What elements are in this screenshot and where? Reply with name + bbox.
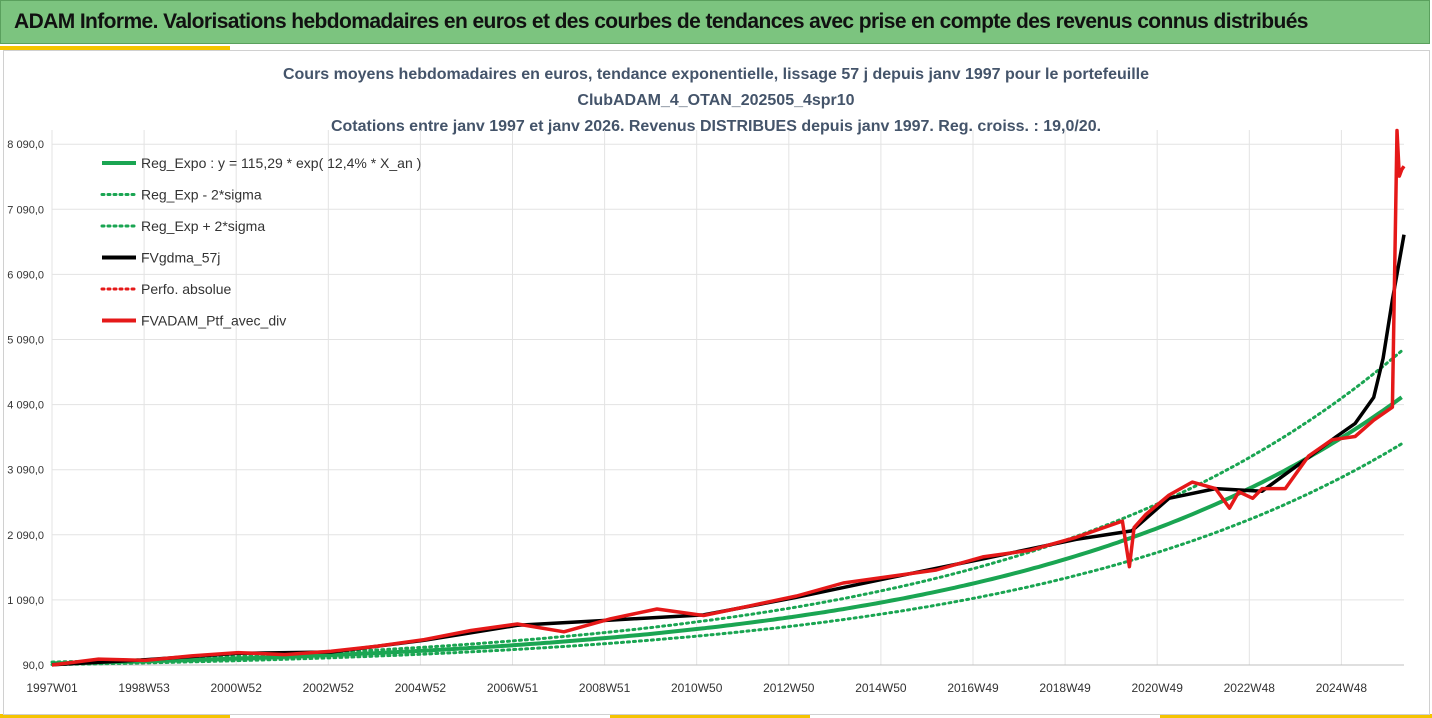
- y-tick-label: 1 090,0: [7, 595, 44, 607]
- x-tick-label: 2024W48: [1316, 681, 1368, 695]
- accent-bar-bottom-right: [1160, 714, 1432, 718]
- legend-label: FVADAM_Ptf_avec_div: [141, 313, 286, 329]
- legend-label: FVgdma_57j: [141, 250, 220, 266]
- x-tick-label: 2018W49: [1039, 681, 1091, 695]
- legend-label: Perfo. absolue: [141, 281, 231, 297]
- legend-label: Reg_Exp + 2*sigma: [141, 218, 265, 234]
- chart-title: Cours moyens hebdomadaires en euros, ten…: [0, 62, 1432, 140]
- x-tick-label: 2012W50: [763, 681, 815, 695]
- x-tick-label: 2020W49: [1132, 681, 1184, 695]
- y-tick-label: 5 090,0: [7, 335, 44, 347]
- x-tick-label: 2000W52: [211, 681, 263, 695]
- x-tick-label: 2014W50: [855, 681, 907, 695]
- y-tick-label: 90,0: [23, 660, 44, 672]
- chart-title-line-1: Cours moyens hebdomadaires en euros, ten…: [282, 66, 1150, 83]
- y-tick-label: 8 090,0: [7, 139, 44, 151]
- x-tick-label: 2008W51: [579, 681, 631, 695]
- series-lines: [50, 128, 1406, 667]
- chart-title-line-2: ClubADAM_4_OTAN_202505_4spr10: [577, 92, 855, 109]
- x-tick-label: 2016W49: [947, 681, 999, 695]
- series-reg-exp-plus-2sigma: [50, 349, 1404, 664]
- chart-title-line-3: Cotations entre janv 1997 et janv 2026. …: [330, 118, 1102, 135]
- legend-label: Reg_Expo : y = 115,29 * exp( 12,4% * X_a…: [141, 155, 421, 171]
- legend: Reg_Expo : y = 115,29 * exp( 12,4% * X_a…: [100, 155, 421, 329]
- x-tick-label: 1998W53: [118, 681, 170, 695]
- y-tick-label: 7 090,0: [7, 204, 44, 216]
- chart-frame: [3, 50, 1430, 715]
- y-tick-label: 6 090,0: [7, 269, 44, 281]
- y-tick-label: 2 090,0: [7, 530, 44, 542]
- series-perfo-absolue: [51, 130, 1405, 666]
- x-tick-label: 2004W52: [395, 681, 447, 695]
- report-header: ADAM Informe. Valorisations hebdomadaire…: [0, 0, 1430, 44]
- x-tick-label: 1997W01: [26, 681, 78, 695]
- x-tick-label: 2010W50: [671, 681, 723, 695]
- x-tick-label: 2002W52: [303, 681, 355, 695]
- y-tick-label: 4 090,0: [7, 400, 44, 412]
- report-title: ADAM Informe. Valorisations hebdomadaire…: [14, 10, 1308, 33]
- accent-bar-bottom-left: [0, 714, 230, 718]
- grid-lines: [51, 130, 1404, 666]
- legend-label: Reg_Exp - 2*sigma: [141, 187, 262, 203]
- series-reg-exp-minus-2sigma: [50, 442, 1404, 667]
- y-tick-label: 3 090,0: [7, 465, 44, 477]
- x-axis-ticks: 1997W01 1998W53 2000W52 2002W52 2004W52 2006W…: [26, 681, 1367, 695]
- accent-bar-left: [0, 46, 230, 50]
- x-tick-label: 2006W51: [487, 681, 539, 695]
- series-reg-expo: [51, 395, 1403, 666]
- accent-bar-bottom-mid: [610, 714, 810, 718]
- series-fvadam-ptf-avec-div: [51, 128, 1406, 667]
- y-axis-ticks: 90,0 1 090,0 2 090,0 3 090,0 4 090,0 5 090,0 6…: [7, 139, 44, 672]
- x-tick-label: 2022W48: [1224, 681, 1276, 695]
